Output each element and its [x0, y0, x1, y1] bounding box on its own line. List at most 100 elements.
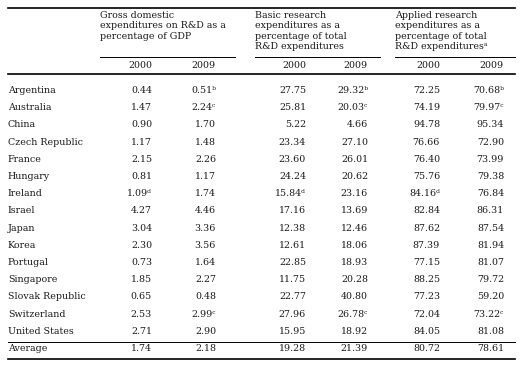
Text: Basic research
expenditures as a
percentage of total
R&D expenditures: Basic research expenditures as a percent… — [255, 11, 347, 51]
Text: Slovak Republic: Slovak Republic — [8, 292, 86, 301]
Text: 17.16: 17.16 — [279, 207, 306, 215]
Text: 2009: 2009 — [192, 61, 216, 70]
Text: 0.48: 0.48 — [195, 292, 216, 301]
Text: 4.66: 4.66 — [347, 120, 368, 129]
Text: 1.09ᵈ: 1.09ᵈ — [127, 189, 152, 198]
Text: 0.81: 0.81 — [131, 172, 152, 181]
Text: 23.34: 23.34 — [279, 138, 306, 147]
Text: 2000: 2000 — [128, 61, 152, 70]
Text: Argentina: Argentina — [8, 86, 56, 95]
Text: 26.78ᶜ: 26.78ᶜ — [337, 310, 368, 319]
Text: 22.85: 22.85 — [279, 258, 306, 267]
Text: 29.32ᵇ: 29.32ᵇ — [337, 86, 368, 95]
Text: 2.24ᶜ: 2.24ᶜ — [192, 103, 216, 112]
Text: 59.20: 59.20 — [477, 292, 504, 301]
Text: 78.61: 78.61 — [477, 344, 504, 353]
Text: 0.90: 0.90 — [131, 120, 152, 129]
Text: 15.95: 15.95 — [279, 327, 306, 336]
Text: 1.64: 1.64 — [195, 258, 216, 267]
Text: Australia: Australia — [8, 103, 51, 112]
Text: 26.01: 26.01 — [341, 155, 368, 164]
Text: 81.94: 81.94 — [477, 241, 504, 250]
Text: China: China — [8, 120, 36, 129]
Text: 79.97ᶜ: 79.97ᶜ — [474, 103, 504, 112]
Text: 72.90: 72.90 — [477, 138, 504, 147]
Text: 2.71: 2.71 — [131, 327, 152, 336]
Text: 13.69: 13.69 — [341, 207, 368, 215]
Text: 2.99ᶜ: 2.99ᶜ — [191, 310, 216, 319]
Text: 12.46: 12.46 — [341, 223, 368, 232]
Text: 79.72: 79.72 — [477, 275, 504, 284]
Text: 18.06: 18.06 — [341, 241, 368, 250]
Text: 22.77: 22.77 — [279, 292, 306, 301]
Text: Israel: Israel — [8, 207, 35, 215]
Text: Average: Average — [8, 344, 47, 353]
Text: 76.66: 76.66 — [413, 138, 440, 147]
Text: 2.18: 2.18 — [195, 344, 216, 353]
Text: 2.30: 2.30 — [131, 241, 152, 250]
Text: 79.38: 79.38 — [477, 172, 504, 181]
Text: 76.40: 76.40 — [413, 155, 440, 164]
Text: 23.60: 23.60 — [279, 155, 306, 164]
Text: Singapore: Singapore — [8, 275, 57, 284]
Text: 40.80: 40.80 — [341, 292, 368, 301]
Text: 81.08: 81.08 — [477, 327, 504, 336]
Text: 73.99: 73.99 — [477, 155, 504, 164]
Text: 75.76: 75.76 — [413, 172, 440, 181]
Text: 84.16ᵈ: 84.16ᵈ — [409, 189, 440, 198]
Text: 94.78: 94.78 — [413, 120, 440, 129]
Text: 21.39: 21.39 — [341, 344, 368, 353]
Text: Hungary: Hungary — [8, 172, 50, 181]
Text: 20.28: 20.28 — [341, 275, 368, 284]
Text: 27.10: 27.10 — [341, 138, 368, 147]
Text: 0.44: 0.44 — [131, 86, 152, 95]
Text: 77.23: 77.23 — [413, 292, 440, 301]
Text: Japan: Japan — [8, 223, 35, 232]
Text: 1.17: 1.17 — [195, 172, 216, 181]
Text: 2.90: 2.90 — [195, 327, 216, 336]
Text: 1.17: 1.17 — [131, 138, 152, 147]
Text: 4.27: 4.27 — [131, 207, 152, 215]
Text: 24.24: 24.24 — [279, 172, 306, 181]
Text: 1.47: 1.47 — [131, 103, 152, 112]
Text: 27.75: 27.75 — [279, 86, 306, 95]
Text: 84.05: 84.05 — [413, 327, 440, 336]
Text: Korea: Korea — [8, 241, 36, 250]
Text: 1.85: 1.85 — [131, 275, 152, 284]
Text: 20.62: 20.62 — [341, 172, 368, 181]
Text: 86.31: 86.31 — [477, 207, 504, 215]
Text: 1.70: 1.70 — [195, 120, 216, 129]
Text: 18.92: 18.92 — [341, 327, 368, 336]
Text: 77.15: 77.15 — [413, 258, 440, 267]
Text: 0.65: 0.65 — [131, 292, 152, 301]
Text: 3.04: 3.04 — [131, 223, 152, 232]
Text: 2009: 2009 — [344, 61, 368, 70]
Text: 74.19: 74.19 — [413, 103, 440, 112]
Text: 2000: 2000 — [282, 61, 306, 70]
Text: 2009: 2009 — [480, 61, 504, 70]
Text: 1.48: 1.48 — [195, 138, 216, 147]
Text: 73.22ᶜ: 73.22ᶜ — [474, 310, 504, 319]
Text: 2000: 2000 — [416, 61, 440, 70]
Text: Portugal: Portugal — [8, 258, 49, 267]
Text: 15.84ᵈ: 15.84ᵈ — [275, 189, 306, 198]
Text: 18.93: 18.93 — [341, 258, 368, 267]
Text: 72.04: 72.04 — [413, 310, 440, 319]
Text: 87.54: 87.54 — [477, 223, 504, 232]
Text: 0.51ᵇ: 0.51ᵇ — [191, 86, 216, 95]
Text: 80.72: 80.72 — [413, 344, 440, 353]
Text: 4.46: 4.46 — [195, 207, 216, 215]
Text: 95.34: 95.34 — [477, 120, 504, 129]
Text: 2.53: 2.53 — [131, 310, 152, 319]
Text: 3.56: 3.56 — [194, 241, 216, 250]
Text: Applied research
expenditures as a
percentage of total
R&D expendituresᵃ: Applied research expenditures as a perce… — [395, 11, 488, 51]
Text: Gross domestic
expenditures on R&D as a
percentage of GDP: Gross domestic expenditures on R&D as a … — [100, 11, 226, 41]
Text: 19.28: 19.28 — [279, 344, 306, 353]
Text: 87.62: 87.62 — [413, 223, 440, 232]
Text: 72.25: 72.25 — [413, 86, 440, 95]
Text: 27.96: 27.96 — [279, 310, 306, 319]
Text: 70.68ᵇ: 70.68ᵇ — [473, 86, 504, 95]
Text: United States: United States — [8, 327, 74, 336]
Text: 2.15: 2.15 — [131, 155, 152, 164]
Text: 5.22: 5.22 — [285, 120, 306, 129]
